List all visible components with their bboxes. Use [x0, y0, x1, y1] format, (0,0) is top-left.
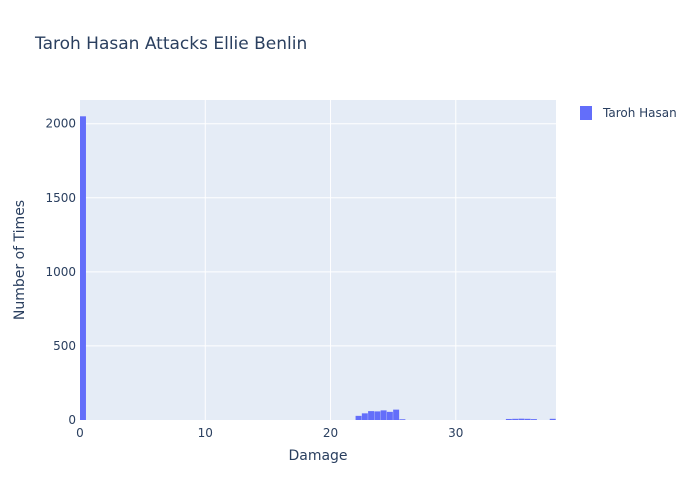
x-axis-label: Damage: [288, 448, 347, 464]
y-axis-label: Number of Times: [12, 200, 28, 320]
histogram-bar[interactable]: [549, 418, 556, 420]
legend[interactable]: Taroh Hasan: [580, 106, 677, 120]
histogram-bar[interactable]: [518, 418, 525, 420]
tick-labels: 0 500 1000 1500 2000 0 10 20 30: [45, 117, 463, 440]
histogram-bar[interactable]: [530, 419, 537, 420]
bars: [80, 116, 556, 420]
x-tick-label: 10: [198, 426, 213, 440]
x-tick-label: 30: [448, 426, 463, 440]
x-tick-label: 20: [323, 426, 338, 440]
legend-swatch: [580, 106, 592, 120]
y-tick-label: 1500: [45, 191, 76, 205]
histogram-bar[interactable]: [524, 418, 531, 420]
histogram-bar[interactable]: [505, 418, 512, 420]
histogram-bar[interactable]: [393, 409, 400, 420]
y-tick-label: 1000: [45, 265, 76, 279]
x-tick-label: 0: [76, 426, 84, 440]
histogram-bar[interactable]: [512, 418, 519, 420]
histogram-bar[interactable]: [399, 419, 406, 420]
y-tick-label: 0: [68, 413, 76, 427]
y-tick-label: 2000: [45, 117, 76, 131]
histogram-bar[interactable]: [386, 411, 393, 420]
y-tick-label: 500: [53, 339, 76, 353]
histogram-bar[interactable]: [361, 413, 368, 420]
histogram-bar[interactable]: [80, 116, 86, 420]
legend-label: Taroh Hasan: [603, 106, 677, 120]
plot-area: [80, 100, 556, 420]
gridlines: [80, 100, 556, 420]
histogram-bar[interactable]: [368, 411, 375, 420]
histogram-bar[interactable]: [374, 411, 381, 420]
histogram-bar[interactable]: [380, 410, 387, 420]
histogram-bar[interactable]: [355, 415, 362, 420]
chart-title: Taroh Hasan Attacks Ellie Benlin: [35, 34, 308, 54]
